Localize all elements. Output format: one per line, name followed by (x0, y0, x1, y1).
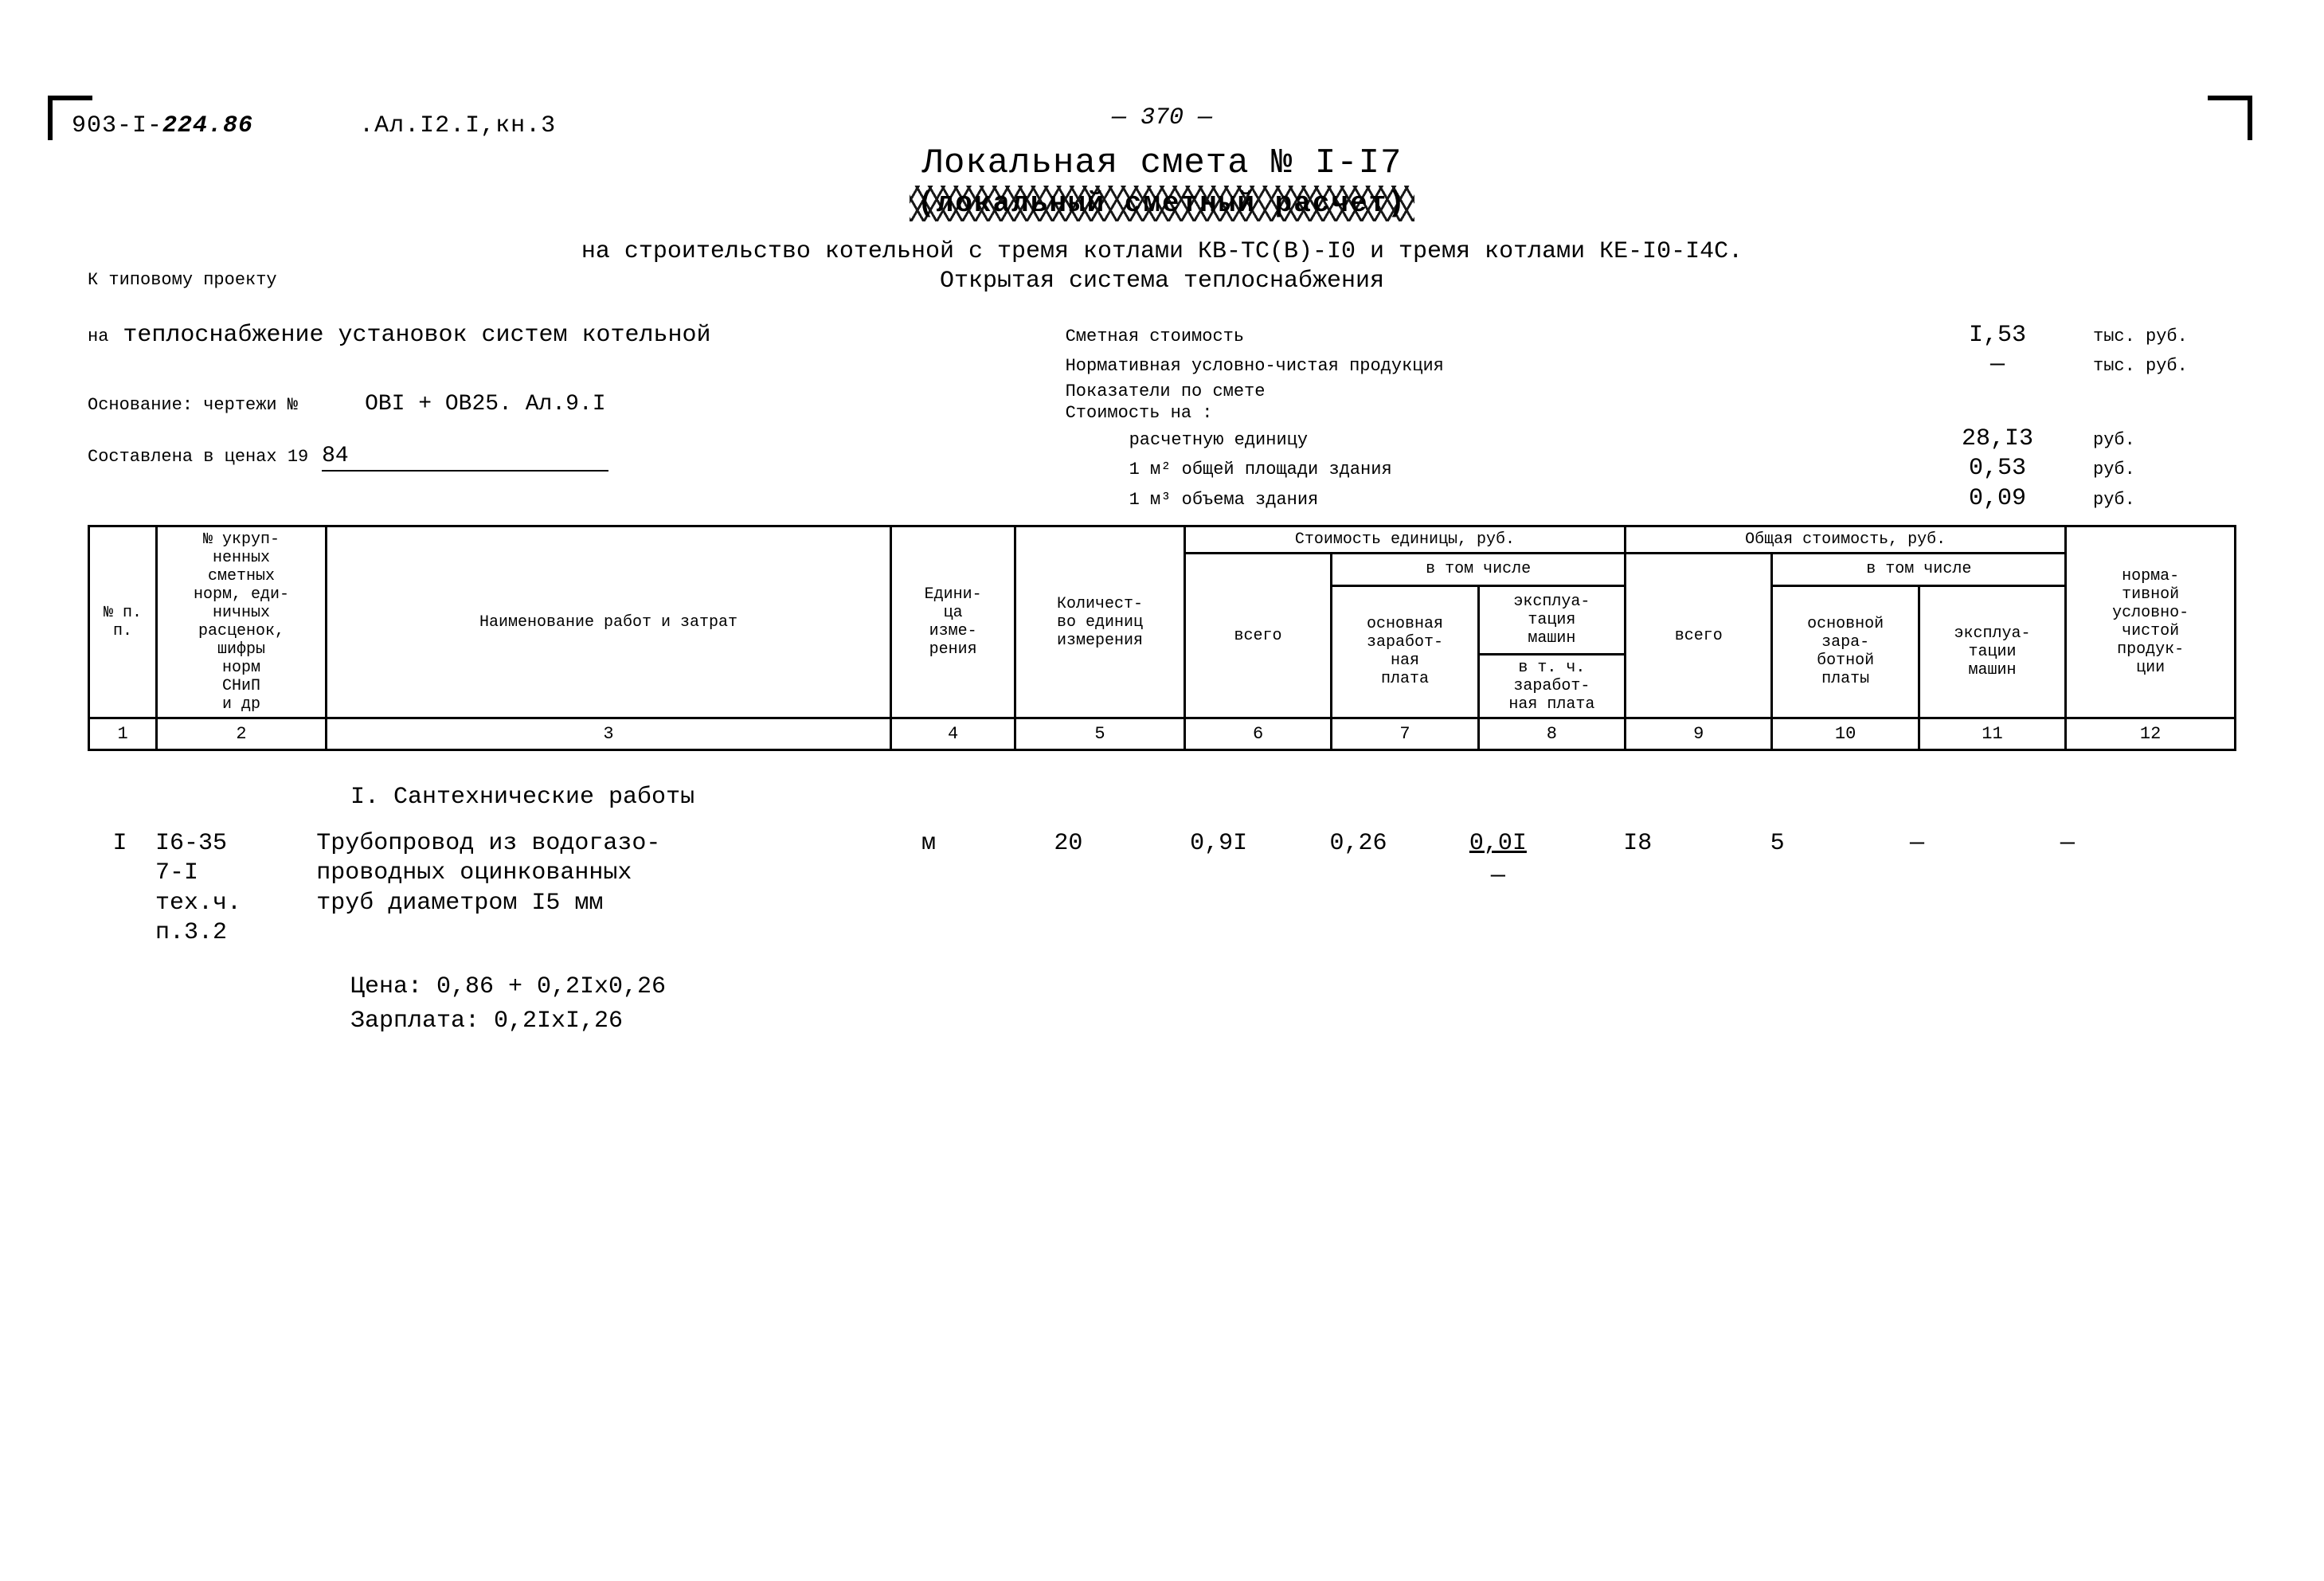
section-title: I. Сантехнические работы (350, 783, 2236, 813)
meta-right-unit: руб. (2085, 459, 2236, 481)
cell-qty: 20 (988, 829, 1148, 859)
cell-c8-top: 0,0I (1469, 830, 1527, 857)
th-qty: Количест-во единицизмерения (1015, 526, 1185, 718)
meta-right-label: Показатели по смете (1066, 381, 1910, 403)
th-c10: основнойзара-ботнойплаты (1772, 585, 1919, 718)
doc-code-hand: 224.86 (162, 112, 253, 139)
meta-right-label: расчетную единицу (1066, 429, 1910, 452)
meta-right-label: 1 м³ объема здания (1066, 489, 1910, 511)
th-vtom2: в том числе (1772, 554, 2066, 586)
colnum-4: 4 (891, 718, 1015, 750)
cell-code: I6-357-Iтех.ч.п.3.2 (152, 829, 316, 949)
meta-right-row: расчетную единицу28,I3руб. (1066, 425, 2236, 455)
meta-right-row: 1 м² общей площади здания0,53руб. (1066, 454, 2236, 484)
meta-right-row: Нормативная условно-чистая продукция—тыс… (1066, 350, 2236, 381)
data-area: I. Сантехнические работы I I6-357-Iтех.ч… (88, 783, 2236, 1037)
th-c11: эксплуа-тациимашин (1919, 585, 2065, 718)
page: 903-I-224.86 .Ал.I2.I,кн.3 370 Локальная… (0, 0, 2324, 1581)
cell-c12: — (1987, 829, 2148, 859)
title-main: Локальная смета № I-I7 (88, 142, 2236, 186)
osnov-value: ОВI + ОВ25. Ал.9.I (365, 392, 605, 417)
meta-right-unit: тыс. руб. (2085, 326, 2236, 348)
th-num: № п. п. (89, 526, 157, 718)
colnum-12: 12 (2066, 718, 2236, 750)
na-prefix: на (88, 327, 108, 346)
salary-line: Зарплата: 0,2IхI,26 (350, 1007, 2236, 1037)
price-year-value: 84 (322, 442, 608, 472)
colnum-6: 6 (1184, 718, 1331, 750)
cell-c8: 0,0I — (1428, 829, 1567, 892)
subtitle-block: К типовому проекту на строительство коте… (88, 237, 2236, 297)
estimate-table: № п. п. № укруп-ненныхсметныхнорм, еди-н… (88, 525, 2236, 751)
th-total-cost-group: Общая стоимость, руб. (1626, 526, 2066, 554)
meta-left: на теплоснабжение установок систем котел… (88, 321, 1034, 515)
th-name: Наименование работ и затрат (326, 526, 890, 718)
colnum-3: 3 (326, 718, 890, 750)
subtitle-line2: Открытая система теплоснабжения (88, 267, 2236, 297)
th-c8b: в т. ч.заработ-ная плата (1478, 655, 1625, 718)
cell-c11: — (1847, 829, 1986, 859)
th-c8a: эксплуа-тациямашин (1478, 585, 1625, 655)
meta-right-unit: руб. (2085, 489, 2236, 511)
meta-right-label: Стоимость на : (1066, 402, 1910, 425)
title-struck-text: (локальный сметный расчет) (917, 187, 1407, 220)
meta-block: на теплоснабжение установок систем котел… (88, 321, 2236, 515)
document-code: 903-I-224.86 .Ал.I2.I,кн.3 (72, 112, 556, 142)
column-number-row: 1 2 3 4 5 6 7 8 9 10 11 12 (89, 718, 2236, 750)
meta-right-row: Показатели по смете (1066, 381, 2236, 403)
th-code: № укруп-ненныхсметныхнорм, еди-ничныхрас… (157, 526, 327, 718)
doc-code-prefix: 903-I- (72, 112, 162, 139)
cell-c9: I8 (1568, 829, 1708, 859)
colnum-1: 1 (89, 718, 157, 750)
cell-c8-bot: — (1428, 862, 1567, 892)
meta-right-unit: руб. (2085, 429, 2236, 452)
meta-right-unit: тыс. руб. (2085, 355, 2236, 378)
title-block: Локальная смета № I-I7 (локальный сметны… (88, 142, 2236, 221)
colnum-7: 7 (1332, 718, 1478, 750)
cell-num: I (88, 829, 152, 859)
th-vtom1: в том числе (1332, 554, 1626, 586)
table-head: № п. п. № укруп-ненныхсметныхнорм, еди-н… (89, 526, 2236, 718)
cell-name: Трубопровод из водогазо-проводных оцинко… (316, 829, 870, 919)
colnum-10: 10 (1772, 718, 1919, 750)
meta-right-row: 1 м³ объема здания0,09руб. (1066, 484, 2236, 515)
cell-unit: м (870, 829, 988, 859)
th-norm: норма-тивнойусловно-чистойпродук-ции (2066, 526, 2236, 718)
meta-right-value: I,53 (1910, 321, 2085, 351)
meta-right-label: Сметная стоимость (1066, 326, 1910, 348)
table-row: I I6-357-Iтех.ч.п.3.2 Трубопровод из вод… (88, 829, 2236, 949)
meta-right-value: 0,09 (1910, 484, 2085, 515)
meta-right-label: 1 м² общей площади здания (1066, 459, 1910, 481)
subtitle-line1: на строительство котельной с тремя котла… (88, 237, 2236, 268)
th-c6: всего (1184, 554, 1331, 718)
osnov-label: Основание: чертежи № (88, 395, 298, 415)
colnum-8: 8 (1478, 718, 1625, 750)
meta-right-label: Нормативная условно-чистая продукция (1066, 355, 1910, 378)
meta-right-value: 28,I3 (1910, 425, 2085, 455)
meta-right-row: Стоимость на : (1066, 402, 2236, 425)
th-unit-cost-group: Стоимость единицы, руб. (1184, 526, 1625, 554)
k-project-label: К типовому проекту (88, 269, 277, 292)
th-c9: всего (1626, 554, 1772, 718)
colnum-5: 5 (1015, 718, 1185, 750)
meta-right-value: 0,53 (1910, 454, 2085, 484)
colnum-11: 11 (1919, 718, 2065, 750)
price-line: Цена: 0,86 + 0,2Iх0,26 (350, 972, 2236, 1003)
price-lines: Цена: 0,86 + 0,2Iх0,26 Зарплата: 0,2IхI,… (350, 972, 2236, 1037)
doc-code-suffix: .Ал.I2.I,кн.3 (359, 112, 556, 139)
meta-right: Сметная стоимостьI,53тыс. руб.Нормативна… (1066, 321, 2236, 515)
colnum-2: 2 (157, 718, 327, 750)
colnum-9: 9 (1626, 718, 1772, 750)
price-year-label: Составлена в ценах 19 (88, 447, 308, 467)
cell-c10: 5 (1708, 829, 1847, 859)
na-text: теплоснабжение установок систем котельно… (123, 322, 710, 349)
th-unit: Едини-цаизме-рения (891, 526, 1015, 718)
cell-c7: 0,26 (1289, 829, 1428, 859)
meta-right-row: Сметная стоимостьI,53тыс. руб. (1066, 321, 2236, 351)
th-c7: основнаязаработ-наяплата (1332, 585, 1478, 718)
title-struck: (локальный сметный расчет) (917, 186, 1407, 221)
crop-mark-tr (2208, 96, 2252, 140)
meta-right-value: — (1910, 350, 2085, 381)
cell-c6: 0,9I (1149, 829, 1289, 859)
